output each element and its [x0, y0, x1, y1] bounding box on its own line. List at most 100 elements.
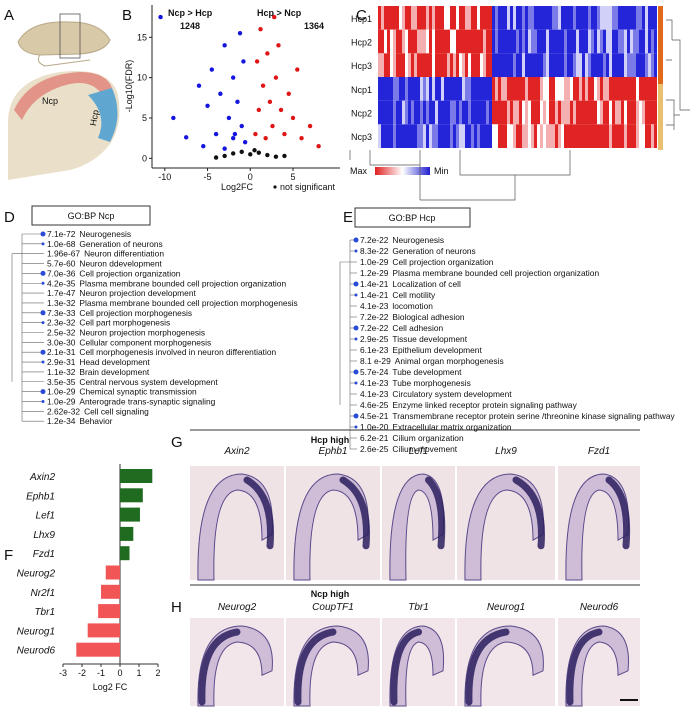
heatmap-cell: [471, 124, 474, 148]
gene-title: Lef1: [409, 446, 428, 457]
point: [265, 152, 270, 158]
heatmap-cell: [513, 29, 516, 54]
heatmap-cell: [540, 29, 543, 54]
expression: [339, 476, 371, 550]
heatmap-cell: [531, 29, 534, 54]
heatmap-cell: [432, 100, 435, 125]
point: [241, 59, 246, 64]
p-value: 7.2e-22: [360, 312, 389, 322]
heatmap-cell: [456, 100, 459, 125]
p-value: 2.5e-32: [47, 328, 76, 338]
heatmap-cell: [555, 124, 558, 148]
p-value: 1.2e-34: [47, 416, 76, 426]
p-value: 1.0e-29: [47, 396, 76, 406]
heatmap-cell: [423, 53, 426, 77]
go-title: GO:BP Hcp: [389, 213, 436, 223]
go-term: 7.1e-72 Neurogenesis: [47, 229, 131, 239]
heatmap-cell: [543, 77, 546, 101]
heatmap-cell: [564, 124, 567, 148]
node-dot: [40, 231, 46, 237]
point: [201, 144, 206, 149]
point: [290, 115, 296, 121]
heatmap-cell: [477, 77, 480, 101]
go-term: 1.0e-20 Extracellular matrix organization: [360, 422, 512, 432]
heatmap-cell: [600, 77, 603, 101]
heatmap-cell: [537, 6, 540, 30]
heatmap-cell: [555, 100, 558, 125]
heatmap-cell: [450, 100, 453, 125]
p-value: 4.1e-23: [360, 378, 389, 388]
expression: [390, 628, 422, 706]
heatmap-cell: [411, 6, 414, 30]
point: [213, 155, 219, 160]
heatmap-cell: [453, 124, 456, 148]
heatmap-cell: [600, 6, 603, 30]
heatmap-cell: [603, 6, 606, 30]
group-count: 1248: [180, 21, 200, 31]
heatmap-cell: [648, 6, 651, 30]
heatmap-cell: [393, 100, 396, 125]
heatmap-cell: [378, 53, 381, 77]
point: [253, 131, 258, 137]
heatmap-cell: [561, 77, 564, 101]
heatmap-cell: [630, 6, 633, 30]
point: [232, 131, 238, 137]
point: [237, 31, 243, 36]
node-dot: [40, 310, 46, 316]
heatmap-cell: [465, 29, 468, 54]
node-dot: [40, 270, 46, 276]
expression: [198, 628, 241, 706]
heatmap-cell: [570, 100, 573, 125]
heatmap-cell: [396, 29, 399, 54]
heatmap-cell: [633, 124, 636, 148]
heatmap-cell: [534, 29, 537, 54]
heatmap-cell: [648, 53, 651, 77]
heatmap-cell: [411, 100, 414, 125]
heatmap-cell: [453, 53, 456, 77]
heatmap-cell: [519, 124, 522, 148]
point: [254, 59, 260, 64]
term: Behavior: [79, 416, 112, 426]
group-label: Ncp > Hcp: [168, 8, 213, 18]
gene-label: Lef1: [36, 511, 55, 522]
heatmap-cell: [546, 29, 549, 54]
heatmap-cell: [408, 77, 411, 101]
heatmap-cell: [606, 53, 609, 77]
point: [278, 107, 284, 113]
panel-letter: A: [4, 7, 14, 24]
point: [282, 131, 287, 137]
heatmap-cell: [591, 100, 594, 125]
point: [252, 148, 257, 153]
y-tick-label: 5: [142, 113, 147, 123]
heatmap-cell: [633, 53, 636, 77]
heatmap-cell: [570, 29, 573, 54]
p-value: 7.2e-22: [360, 235, 389, 245]
heatmap-cell: [477, 100, 480, 125]
go-term: 7.2e-22 Neurogenesis: [360, 235, 444, 245]
heatmap-cell: [513, 53, 516, 77]
heatmap-cell: [654, 53, 657, 77]
heatmap-cell: [612, 29, 615, 54]
heatmap-cell: [468, 100, 471, 125]
heatmap-cell: [531, 53, 534, 77]
heatmap-cell: [603, 77, 606, 101]
go-term: 1.4e-21 Cell motility: [360, 290, 436, 300]
heatmap-cell: [582, 100, 585, 125]
x-tick-label: 0: [117, 668, 122, 678]
heatmap-cell: [489, 100, 492, 125]
point: [158, 14, 163, 20]
heatmap-cell: [405, 53, 408, 77]
go-term: 4.5e-21 Transmembrane receptor protein se…: [360, 411, 675, 421]
heatmap-cell: [636, 100, 639, 125]
heatmap-cell: [561, 6, 564, 30]
heatmap-cell: [540, 53, 543, 77]
heatmap-cell: [438, 77, 441, 101]
go-term: 8.3e-22 Generation of neurons: [360, 246, 476, 256]
term: Tube development: [392, 367, 462, 377]
heatmap-cell: [528, 124, 531, 148]
heatmap-cell: [381, 29, 384, 54]
heatmap-cell: [408, 124, 411, 148]
heatmap-cell: [432, 53, 435, 77]
heatmap-cell: [525, 100, 528, 125]
gene-label: Lhx9: [33, 530, 55, 541]
